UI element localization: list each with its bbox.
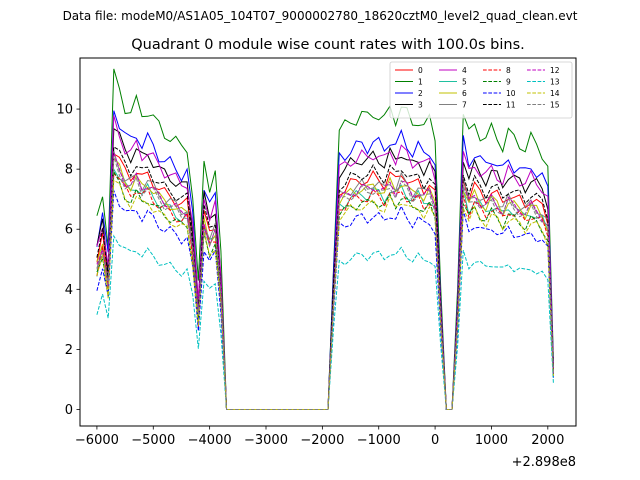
y-tick-label: 0: [65, 403, 73, 418]
x-tick-label: −2000: [300, 433, 344, 448]
y-tick-label: 8: [65, 163, 73, 178]
legend-label-5: 5: [462, 78, 467, 87]
chart-suptitle: Data file: modeM0/AS1A05_104T07_90000027…: [63, 9, 578, 23]
x-tick-label: −3000: [244, 433, 288, 448]
legend-label-14: 14: [550, 89, 560, 98]
legend-label-12: 12: [550, 66, 560, 75]
legend-label-6: 6: [462, 89, 467, 98]
series-line-0: [96, 153, 554, 410]
y-axis-ticks: 0 2 4 6 8 10: [56, 103, 80, 418]
chart-title: Quadrant 0 module wise count rates with …: [131, 37, 525, 53]
axes-frame: [79, 57, 577, 427]
x-tick-label: −6000: [75, 433, 119, 448]
y-tick-label: 4: [65, 283, 73, 298]
x-tick-label: −5000: [131, 433, 175, 448]
x-tick-label: 2000: [531, 433, 564, 448]
series-line-15: [96, 156, 554, 410]
legend-label-2: 2: [418, 89, 423, 98]
series-layer: [96, 68, 554, 410]
x-tick-label: 1000: [475, 433, 508, 448]
series-line-13: [96, 234, 554, 410]
legend-label-9: 9: [506, 78, 511, 87]
legend-label-7: 7: [462, 101, 467, 110]
x-axis-ticks: −6000 −5000 −4000 −3000 −2000 −1000 0 1000 2000: [75, 426, 564, 448]
y-tick-label: 6: [65, 223, 73, 238]
x-axis-offset-label: +2.898e8: [512, 455, 576, 470]
series-line-4: [96, 115, 554, 410]
series-line-3: [96, 127, 554, 410]
legend-label-10: 10: [506, 89, 516, 98]
series-line-1: [96, 68, 554, 410]
legend-frame: [389, 61, 573, 119]
series-line-11: [96, 146, 554, 410]
series-line-8: [96, 172, 554, 410]
legend-label-3: 3: [418, 101, 423, 110]
series-line-2: [96, 110, 554, 410]
y-tick-label: 2: [65, 343, 73, 358]
legend-label-4: 4: [462, 66, 467, 75]
x-tick-label: −1000: [357, 433, 401, 448]
legend-label-0: 0: [418, 66, 423, 75]
series-line-10: [96, 190, 554, 410]
legend-label-8: 8: [506, 66, 511, 75]
x-tick-label: 0: [431, 433, 439, 448]
legend-label-11: 11: [506, 101, 516, 110]
legend-label-13: 13: [550, 78, 560, 87]
y-tick-label: 10: [56, 103, 73, 118]
series-line-12: [96, 152, 554, 410]
x-tick-label: −4000: [188, 433, 232, 448]
legend-label-1: 1: [418, 78, 423, 87]
series-line-9: [96, 169, 554, 410]
legend-label-15: 15: [550, 101, 560, 110]
